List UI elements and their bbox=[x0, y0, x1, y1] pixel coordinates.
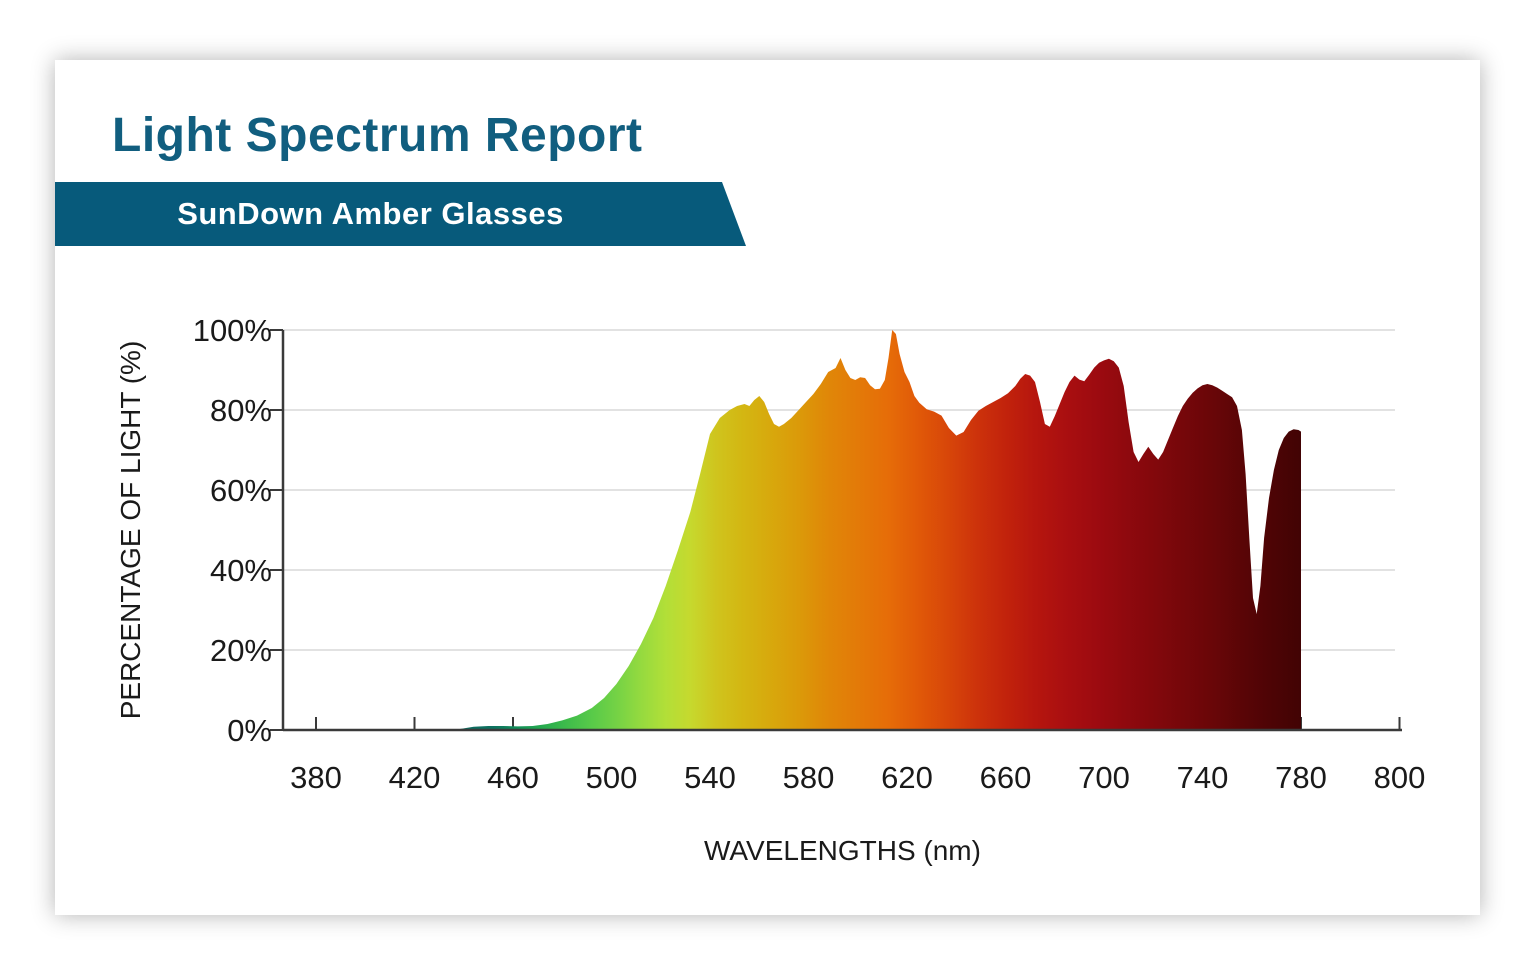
x-tick-label: 380 bbox=[290, 760, 342, 795]
page-title: Light Spectrum Report bbox=[112, 109, 643, 162]
subtitle-label: SunDown Amber Glasses bbox=[177, 196, 564, 231]
x-tick-label: 660 bbox=[980, 760, 1032, 795]
x-tick-label: 740 bbox=[1177, 760, 1229, 795]
x-tick-label: 460 bbox=[487, 760, 539, 795]
spectrum-area-series bbox=[316, 330, 1301, 730]
y-tick-label: 40% bbox=[210, 553, 272, 588]
y-tick-label: 100% bbox=[193, 313, 272, 348]
y-tick-label: 60% bbox=[210, 473, 272, 508]
subtitle-banner: SunDown Amber Glasses bbox=[55, 182, 746, 246]
report-card: Light Spectrum Report SunDown Amber Glas… bbox=[55, 60, 1480, 915]
y-tick-label: 80% bbox=[210, 393, 272, 428]
x-tick-label: 780 bbox=[1275, 760, 1327, 795]
x-axis-title: WAVELENGTHS (nm) bbox=[704, 835, 981, 866]
x-tick-label: 620 bbox=[881, 760, 933, 795]
x-tick-label: 500 bbox=[586, 760, 638, 795]
x-tick-label: 700 bbox=[1078, 760, 1130, 795]
x-tick-label: 580 bbox=[783, 760, 835, 795]
spectrum-area-chart: 380 420 460 500 540 580 620 660 700 740 780 800 0% 20… bbox=[115, 313, 1426, 866]
y-tick-label: 0% bbox=[227, 713, 272, 748]
x-tick-label: 800 bbox=[1374, 760, 1426, 795]
x-tick-label: 420 bbox=[389, 760, 441, 795]
y-axis-title: PERCENTAGE OF LIGHT (%) bbox=[115, 341, 146, 720]
x-tick-label: 540 bbox=[684, 760, 736, 795]
y-tick-label: 20% bbox=[210, 633, 272, 668]
